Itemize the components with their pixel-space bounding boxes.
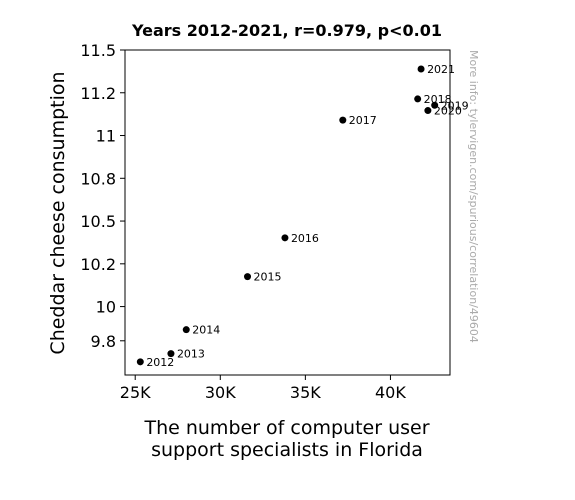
- x-axis-label-line-2: support specialists in Florida: [151, 439, 423, 461]
- y-tick-label: 11: [96, 127, 116, 146]
- x-tick-label: 40K: [375, 383, 406, 402]
- data-point-label: 2020: [434, 105, 462, 118]
- y-tick-label: 10: [96, 298, 116, 317]
- y-tick-label: 11.2: [80, 84, 116, 103]
- x-tick-label: 30K: [205, 383, 236, 402]
- data-point-label: 2014: [192, 324, 220, 337]
- data-point: [281, 234, 289, 242]
- y-tick-label: 11.5: [80, 41, 116, 60]
- data-point-label: 2021: [427, 63, 455, 76]
- data-point-label: 2015: [254, 271, 282, 284]
- y-tick-label: 10.8: [80, 169, 116, 188]
- chart-title: Years 2012-2021, r=0.979, p<0.01: [131, 21, 442, 40]
- data-point: [244, 273, 252, 281]
- data-point: [417, 65, 425, 73]
- data-point-label: 2018: [424, 93, 452, 106]
- data-point: [136, 358, 144, 366]
- data-point-label: 2019: [441, 99, 469, 112]
- data-point: [414, 95, 422, 103]
- data-point: [431, 101, 439, 109]
- data-point-label: 2012: [146, 356, 174, 369]
- watermark-text: More info: tylervigen.com/spurious/corre…: [467, 50, 480, 343]
- data-point: [182, 326, 190, 334]
- y-tick-label: 10.5: [80, 212, 116, 231]
- data-point: [167, 350, 175, 358]
- y-axis-label: Cheddar cheese consumption: [47, 71, 69, 354]
- data-point: [339, 116, 347, 124]
- data-point: [424, 107, 432, 115]
- plot-frame: [124, 49, 451, 376]
- y-tick-label: 10.2: [80, 255, 116, 274]
- x-tick-label: 35K: [290, 383, 321, 402]
- x-axis: 25K 30K 35K 40K: [120, 375, 406, 402]
- data-point-label: 2017: [349, 114, 377, 127]
- x-tick-label: 25K: [120, 383, 151, 402]
- x-axis-label-line-1: The number of computer user: [143, 417, 429, 439]
- data-point-label: 2016: [291, 232, 319, 245]
- y-tick-label: 9.8: [91, 332, 116, 351]
- y-axis: 9.8 10 10.2 10.5 10.8 11 11.2 11.5: [80, 41, 125, 351]
- data-point-label: 2013: [177, 348, 205, 361]
